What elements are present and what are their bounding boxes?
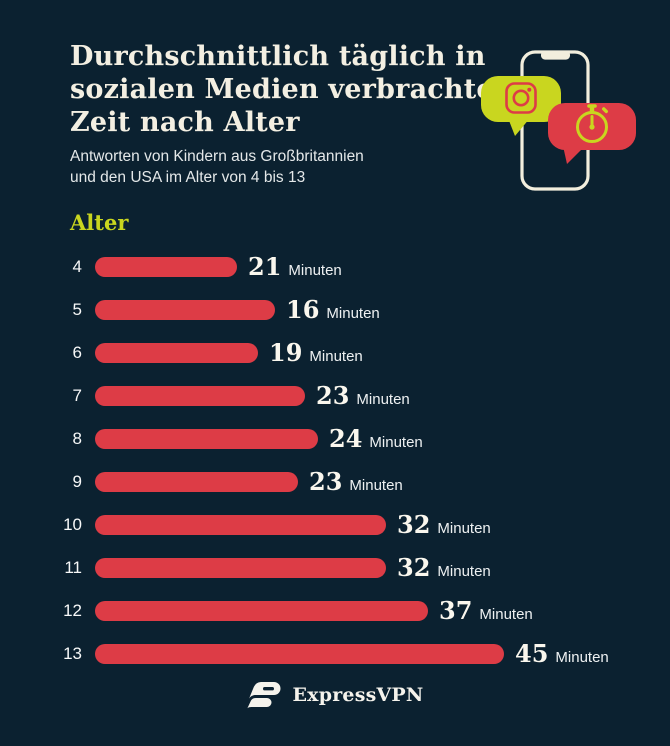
bar [95, 428, 318, 449]
value-group: 23 Minuten [316, 381, 410, 410]
page-title: Durchschnittlich täglich in sozialen Med… [70, 40, 494, 139]
smartphone-icon [481, 50, 636, 191]
value-label: 45 [515, 639, 549, 668]
chart-row: 11 32 Minuten [0, 546, 670, 589]
bar [95, 514, 386, 535]
stopwatch-icon [548, 103, 636, 164]
bar [95, 385, 305, 406]
value-label: 21 [248, 252, 282, 281]
value-label: 16 [286, 295, 320, 324]
unit-label: Minuten [356, 391, 410, 408]
chart-row: 7 23 Minuten [0, 374, 670, 417]
unit-label: Minuten [288, 262, 342, 279]
unit-label: Minuten [326, 305, 380, 322]
chart-row: 4 21 Minuten [0, 245, 670, 288]
bar [95, 600, 428, 621]
age-tick-label: 12 [63, 600, 82, 620]
unit-label: Minuten [309, 348, 363, 365]
age-tick-label: 4 [72, 256, 82, 276]
bar-chart: 4 21 Minuten 5 16 Minuten 6 19 Minuten 7 23 Minuten… [0, 245, 670, 675]
chart-row: 13 45 Minuten [0, 632, 670, 675]
bar [95, 299, 275, 320]
value-label: 37 [439, 596, 473, 625]
value-label: 32 [397, 510, 431, 539]
value-label: 23 [309, 467, 343, 496]
bar [95, 557, 386, 578]
expressvpn-logo-icon [246, 682, 280, 709]
value-group: 24 Minuten [329, 424, 423, 453]
age-tick-label: 13 [63, 643, 82, 663]
unit-label: Minuten [555, 649, 609, 666]
chart-row: 10 32 Minuten [0, 503, 670, 546]
bar [95, 643, 504, 664]
subtitle-line-2: und den USA im Alter von 4 bis 13 [70, 169, 306, 186]
age-tick-label: 6 [72, 342, 82, 362]
chart-row: 5 16 Minuten [0, 288, 670, 331]
subtitle-line-1: Antworten von Kindern aus Großbritannien [70, 148, 364, 165]
value-label: 23 [316, 381, 350, 410]
value-group: 23 Minuten [309, 467, 403, 496]
value-group: 32 Minuten [397, 553, 491, 582]
chart-row: 6 19 Minuten [0, 331, 670, 374]
age-tick-label: 9 [72, 471, 82, 491]
age-tick-label: 7 [72, 385, 82, 405]
age-tick-label: 8 [72, 428, 82, 448]
chart-row: 12 37 Minuten [0, 589, 670, 632]
bar [95, 256, 237, 277]
title-line-1: Durchschnittlich täglich in [70, 41, 486, 72]
value-label: 32 [397, 553, 431, 582]
value-label: 19 [269, 338, 303, 367]
instagram-icon [481, 76, 561, 136]
value-group: 16 Minuten [286, 295, 380, 324]
bar [95, 471, 298, 492]
unit-label: Minuten [369, 434, 423, 451]
age-tick-label: 5 [72, 299, 82, 319]
chart-row: 9 23 Minuten [0, 460, 670, 503]
value-group: 32 Minuten [397, 510, 491, 539]
brand-footer: ExpressVPN [0, 680, 670, 710]
subtitle: Antworten von Kindern aus Großbritannien… [70, 146, 364, 188]
brand-name: ExpressVPN [292, 684, 424, 706]
category-axis-label: Alter [70, 210, 129, 235]
value-group: 21 Minuten [248, 252, 342, 281]
value-group: 37 Minuten [439, 596, 533, 625]
chart-row: 8 24 Minuten [0, 417, 670, 460]
age-tick-label: 11 [64, 557, 82, 577]
phone-illustration [468, 28, 656, 206]
unit-label: Minuten [349, 477, 403, 494]
title-line-2: sozialen Medien verbrachte [70, 74, 494, 105]
bar [95, 342, 258, 363]
unit-label: Minuten [479, 606, 533, 623]
value-group: 45 Minuten [515, 639, 609, 668]
title-line-3: Zeit nach Alter [70, 107, 300, 138]
value-group: 19 Minuten [269, 338, 363, 367]
unit-label: Minuten [437, 520, 491, 537]
value-label: 24 [329, 424, 363, 453]
age-tick-label: 10 [63, 514, 82, 534]
unit-label: Minuten [437, 563, 491, 580]
